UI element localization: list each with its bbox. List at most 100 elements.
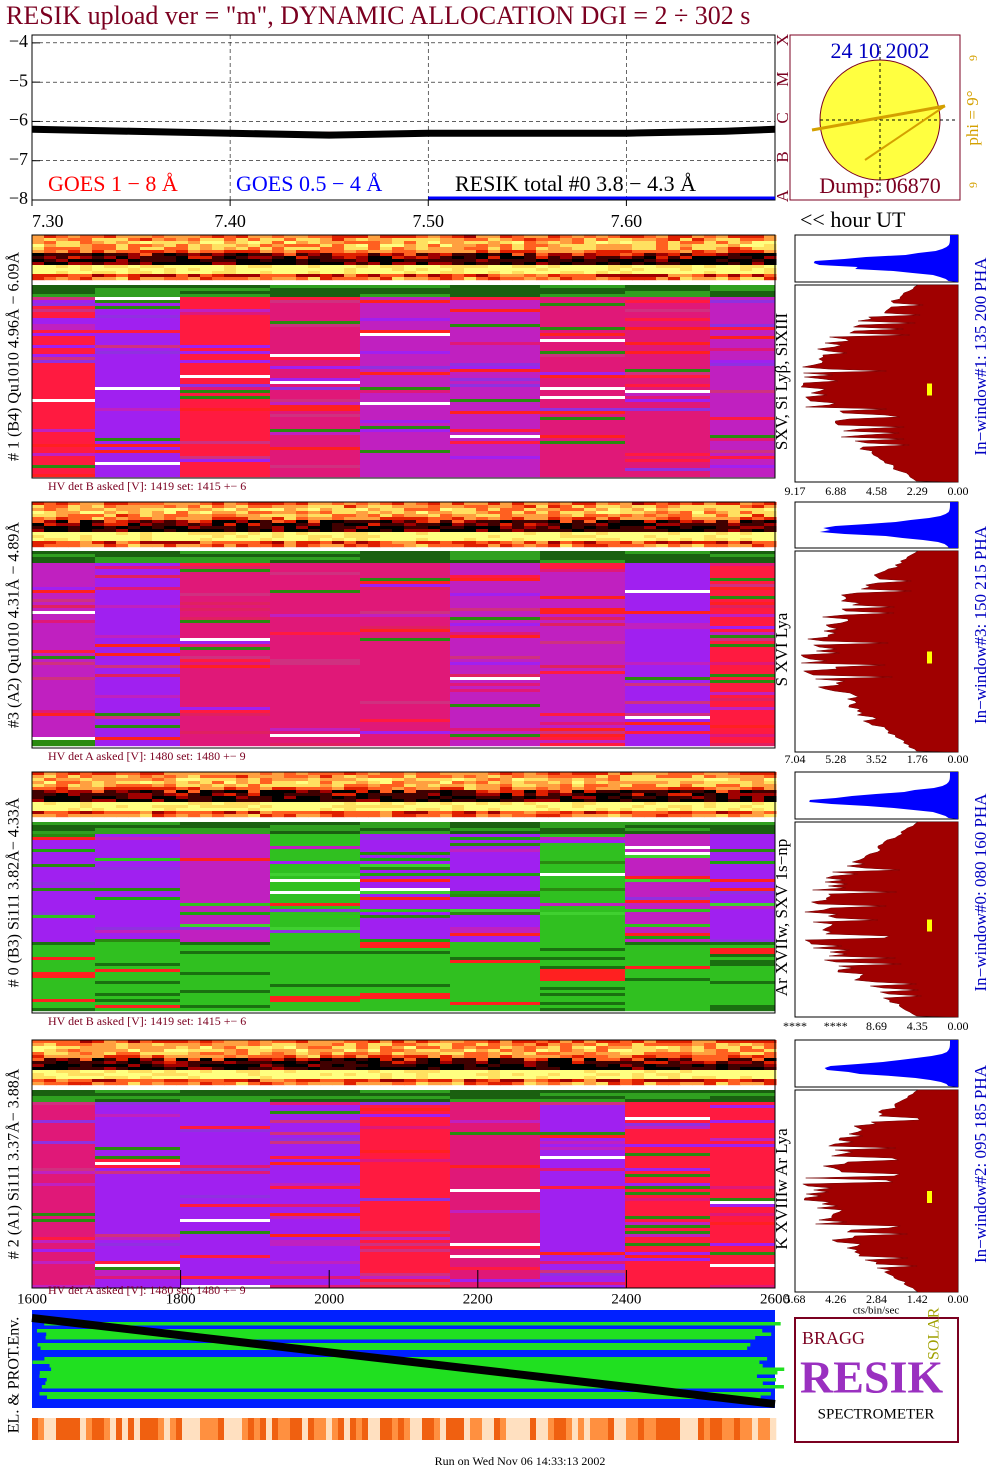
hv-label: HV det A asked [V]: 1480 set: 1480 +− 9 [48, 749, 246, 763]
spectrum-row [360, 885, 450, 889]
spectrum-row [32, 384, 95, 388]
strip-cell [500, 802, 513, 806]
spectrum-row [95, 698, 180, 702]
spectrum-row [32, 698, 95, 702]
strip-cell [200, 514, 213, 518]
strip-cell [452, 523, 465, 527]
strip-cell [44, 793, 57, 797]
spectrum-row [360, 617, 450, 621]
spectrum-row [95, 822, 180, 826]
strip-cell [656, 814, 669, 818]
spectrum-row [710, 614, 775, 618]
strip-cell [248, 235, 261, 239]
strip-cell [428, 277, 441, 281]
strip-cell [344, 799, 357, 803]
strip-cell [524, 1040, 537, 1044]
spectrum-row [710, 876, 775, 880]
spectrum-row [625, 357, 710, 361]
spectrum-row [625, 291, 710, 295]
strip-cell [248, 787, 261, 791]
spectrum-row [270, 698, 360, 702]
strip-cell [392, 772, 405, 776]
strip-cell [416, 535, 429, 539]
strip-cell [368, 811, 381, 815]
spectrum-row [625, 471, 710, 475]
strip-cell [728, 241, 741, 245]
strip-cell [392, 775, 405, 779]
spectrum-row [32, 861, 95, 865]
spectrum-row [270, 701, 360, 705]
strip-cell [284, 517, 297, 521]
spectrum-row [360, 692, 450, 696]
spectrum-row [625, 972, 710, 976]
strip-cell [92, 799, 105, 803]
spectrum-row [540, 993, 625, 997]
strip-cell [704, 502, 717, 506]
strip-cell [668, 784, 681, 788]
spectrum-row [625, 303, 710, 307]
spectrum-row [180, 870, 270, 874]
strip-cell [176, 247, 189, 251]
strip-cell [92, 514, 105, 518]
spectrum-row [360, 846, 450, 850]
strip-cell [368, 274, 381, 278]
strip-cell [644, 517, 657, 521]
strip-cell [236, 238, 249, 242]
strip-cell [416, 271, 429, 275]
strip-cell [80, 535, 93, 539]
spectrum-row [450, 390, 540, 394]
spectrum-row [710, 578, 775, 582]
spectrum-row [95, 981, 180, 985]
strip-cell [524, 775, 537, 779]
strip-cell [212, 793, 225, 797]
spectrum-row [710, 566, 775, 570]
strip-cell [164, 502, 177, 506]
strip-cell [80, 814, 93, 818]
strip-cell [728, 508, 741, 512]
strip-cell [728, 235, 741, 239]
spectrum-row [360, 954, 450, 958]
strip-cell [416, 511, 429, 515]
strip-cell [764, 262, 777, 266]
spectrum-row [32, 719, 95, 723]
strip-cell [488, 796, 501, 800]
strip-cell [536, 502, 549, 506]
strip-cell [608, 784, 621, 788]
strip-cell [224, 532, 237, 536]
strip-cell [212, 250, 225, 254]
strip-cell [128, 238, 141, 242]
strip-cell [560, 532, 573, 536]
spectrum-row [450, 740, 540, 744]
hist-scale-label: 9.17 [785, 484, 806, 498]
spectrum-row [540, 999, 625, 1003]
strip-cell [80, 274, 93, 278]
spectrum-row [450, 626, 540, 630]
strip-cell [692, 1046, 705, 1050]
strip-cell [428, 271, 441, 275]
spectrum-row [625, 909, 710, 913]
strip-cell [404, 514, 417, 518]
spectrum-row [450, 554, 540, 558]
spectrum-row [95, 638, 180, 642]
strip-cell [596, 520, 609, 524]
spectrum-row [180, 348, 270, 352]
strip-cell [416, 508, 429, 512]
strip-cell [236, 235, 249, 239]
strip-cell [440, 517, 453, 521]
strip-cell [164, 505, 177, 509]
spectrum-row [710, 456, 775, 460]
spectrum-row [710, 954, 775, 958]
strip-cell [728, 517, 741, 521]
strip-cell [188, 277, 201, 281]
spectrum-row [95, 333, 180, 337]
strip-cell [608, 790, 621, 794]
strip-cell [248, 532, 261, 536]
strip-cell [572, 526, 585, 530]
strip-cell [560, 538, 573, 542]
strip-cell [536, 517, 549, 521]
strip-cell [188, 775, 201, 779]
strip-cell [596, 250, 609, 254]
strip-cell [476, 790, 489, 794]
spectrum-row [450, 288, 540, 292]
strip-cell [500, 268, 513, 272]
